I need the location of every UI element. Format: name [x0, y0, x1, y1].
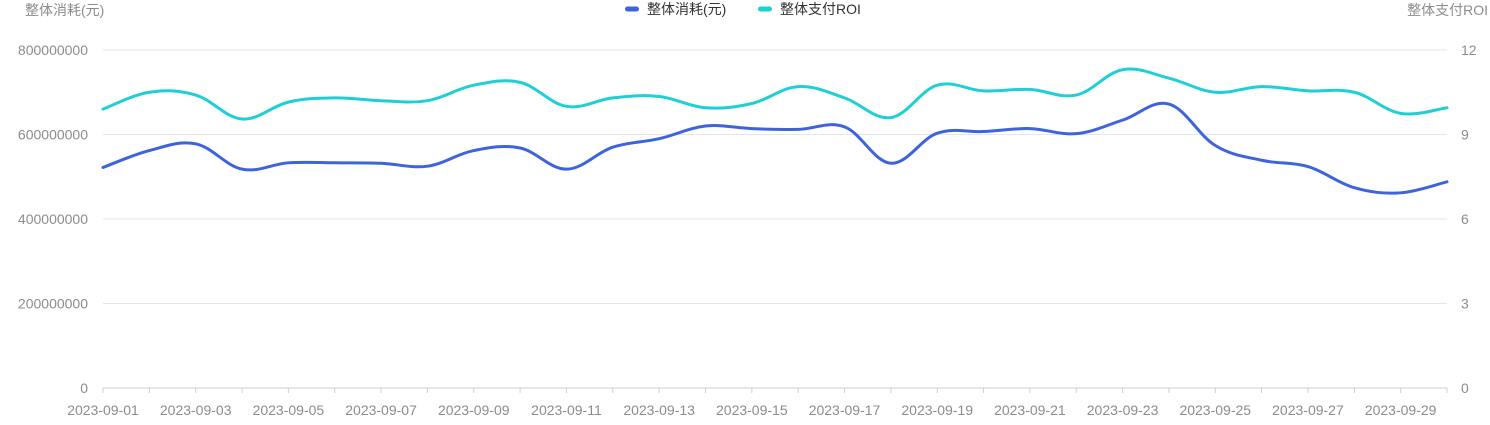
- left-tick-label: 400000000: [18, 211, 88, 227]
- x-tick-label: 2023-09-01: [67, 402, 139, 418]
- x-tick-label: 2023-09-19: [901, 402, 973, 418]
- x-axis-ticks: 2023-09-01 2023-09-03 2023-09-05 2023-09-07…: [67, 388, 1448, 418]
- x-tick-label: 2023-09-15: [716, 402, 788, 418]
- right-tick-label: 0: [1461, 380, 1469, 396]
- right-tick-label: 3: [1461, 296, 1469, 312]
- x-tick-label: 2023-09-21: [994, 402, 1066, 418]
- left-axis-ticks: 0 200000000 400000000 600000000 800000000: [18, 42, 88, 396]
- left-axis-title: 整体消耗(元): [25, 2, 104, 18]
- right-axis-ticks: 0 3 6 9 12: [1461, 42, 1477, 396]
- left-tick-label: 0: [80, 380, 88, 396]
- grid-lines: [103, 49, 1447, 389]
- left-tick-label: 800000000: [18, 42, 88, 58]
- x-tick-label: 2023-09-25: [1179, 402, 1251, 418]
- series-line-roi: [101, 67, 1449, 121]
- x-tick-label: 2023-09-05: [253, 402, 325, 418]
- legend: 整体消耗(元) 整体支付ROI: [625, 1, 861, 17]
- right-tick-label: 12: [1461, 42, 1477, 58]
- x-tick-label: 2023-09-03: [160, 402, 232, 418]
- right-tick-label: 9: [1461, 127, 1469, 143]
- left-tick-label: 600000000: [18, 127, 88, 143]
- x-tick-label: 2023-09-09: [438, 402, 510, 418]
- series-lines: [101, 67, 1449, 195]
- right-tick-label: 6: [1461, 211, 1469, 227]
- series-line-spend: [101, 101, 1449, 195]
- x-tick-label: 2023-09-29: [1365, 402, 1437, 418]
- x-tick-label: 2023-09-13: [623, 402, 695, 418]
- right-axis-title: 整体支付ROI: [1407, 2, 1488, 18]
- legend-swatch: [758, 6, 772, 12]
- legend-label: 整体消耗(元): [647, 1, 726, 17]
- legend-swatch: [625, 6, 639, 12]
- x-tick-label: 2023-09-23: [1087, 402, 1159, 418]
- x-tick-label: 2023-09-17: [809, 402, 881, 418]
- x-tick-label: 2023-09-07: [345, 402, 417, 418]
- x-tick-label: 2023-09-27: [1272, 402, 1344, 418]
- x-tick-label: 2023-09-11: [531, 402, 602, 418]
- left-tick-label: 200000000: [18, 296, 88, 312]
- legend-label: 整体支付ROI: [780, 1, 861, 17]
